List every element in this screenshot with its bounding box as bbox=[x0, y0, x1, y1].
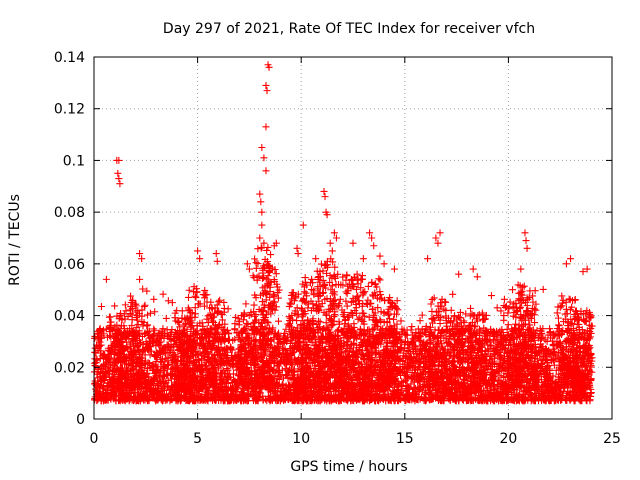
data-point bbox=[223, 365, 231, 373]
data-point bbox=[162, 314, 170, 322]
data-point bbox=[504, 321, 512, 329]
data-points bbox=[90, 61, 596, 405]
data-point bbox=[536, 325, 544, 333]
data-point bbox=[397, 317, 405, 325]
data-point bbox=[408, 323, 416, 331]
data-point bbox=[163, 326, 171, 334]
data-point bbox=[167, 347, 175, 355]
chart-title: Day 297 of 2021, Rate Of TEC Index for r… bbox=[163, 21, 535, 37]
data-point bbox=[164, 297, 172, 305]
data-point bbox=[159, 290, 167, 298]
data-point bbox=[168, 299, 176, 307]
grid-lines bbox=[94, 57, 612, 419]
data-point bbox=[97, 303, 105, 311]
data-point bbox=[552, 366, 560, 374]
data-point bbox=[529, 292, 537, 300]
data-point bbox=[539, 285, 547, 293]
data-point bbox=[147, 309, 155, 317]
